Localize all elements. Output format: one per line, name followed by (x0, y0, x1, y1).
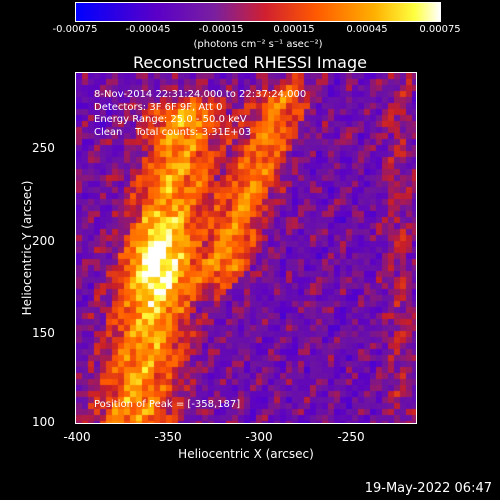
colorbar-tick: 0.00075 (419, 24, 461, 35)
time-range-text: 8-Nov-2014 22:31:24.000 to 22:37:24.000 (94, 89, 307, 100)
x-tick-label: -250 (337, 430, 365, 444)
colorbar-tick: -0.00045 (125, 24, 171, 35)
y-tick-label: 200 (32, 234, 55, 248)
peak-position-text: Position of Peak = [-358,187] (94, 399, 241, 410)
colorbar-tick: 0.00015 (273, 24, 315, 35)
y-tick-label: 100 (32, 415, 55, 429)
generation-date: 19-May-2022 06:47 (364, 481, 492, 496)
colorbar-tick: -0.00015 (198, 24, 244, 35)
x-tick-label: -300 (245, 430, 273, 444)
heatmap-image (76, 73, 416, 423)
colorbar (75, 2, 441, 22)
colorbar-tick: 0.00045 (346, 24, 388, 35)
x-tick-label: -350 (154, 430, 182, 444)
energy-range-text: Energy Range: 25.0 - 50.0 keV (94, 114, 247, 125)
x-tick-label: -400 (63, 430, 91, 444)
x-axis-label: Heliocentric X (arcsec) (178, 447, 314, 461)
y-tick-label: 250 (32, 141, 55, 155)
detectors-text: Detectors: 3F 6F 9F, Att 0 (94, 101, 223, 113)
y-axis-label: Heliocentric Y (arcsec) (20, 180, 34, 316)
colorbar-tick: -0.00075 (52, 24, 98, 35)
method-text: Clean Total counts: 3.31E+03 (94, 126, 252, 138)
colorbar-gradient (75, 2, 441, 22)
plot-area: 8-Nov-2014 22:31:24.000 to 22:37:24.000 D… (75, 72, 417, 424)
info-block: 8-Nov-2014 22:31:24.000 to 22:37:24.000 D… (94, 89, 306, 139)
chart-title: Reconstructed RHESSI Image (133, 53, 367, 72)
colorbar-unit-label: (photons cm⁻² s⁻¹ asec⁻²) (193, 39, 323, 50)
y-tick-label: 150 (32, 326, 55, 340)
